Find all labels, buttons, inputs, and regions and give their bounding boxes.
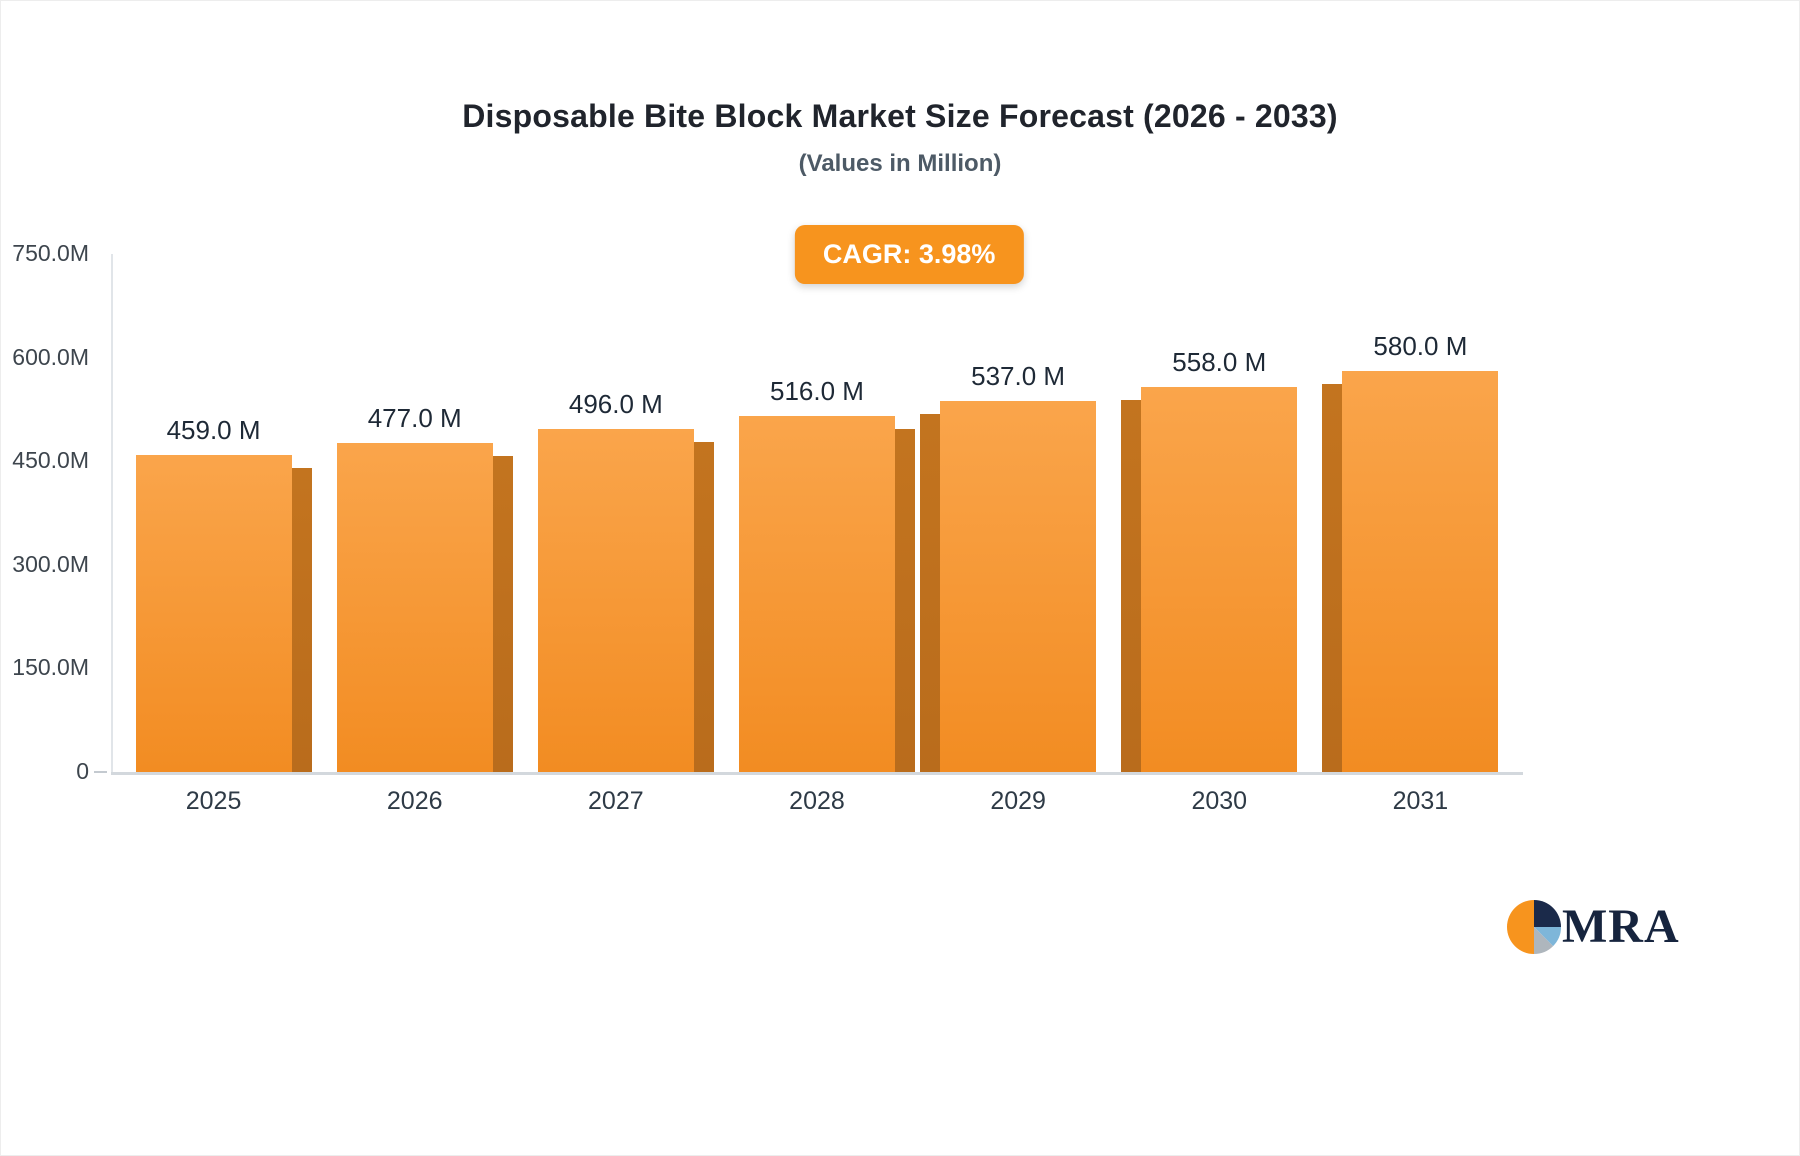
bar-value-label: 537.0 M xyxy=(971,361,1066,391)
y-axis-tick-label: 450.0M xyxy=(12,447,89,474)
bar: 496.0 M xyxy=(537,389,714,772)
bar-3d-side xyxy=(894,429,915,772)
x-axis-tick-label: 2026 xyxy=(386,787,443,815)
logo-pie-icon xyxy=(1507,900,1561,954)
bar-3d-side xyxy=(1121,400,1142,772)
bar: 459.0 M xyxy=(135,415,312,772)
x-axis-tick-label: 2031 xyxy=(1392,787,1449,815)
bar-slot: 459.0 M xyxy=(114,254,314,772)
bar-slot: 558.0 M xyxy=(1119,254,1319,772)
logo-text: MRA xyxy=(1562,900,1680,953)
y-axis-labels: 0 150.0M 300.0M 450.0M 600.0M 750.0M xyxy=(1,1,91,1155)
bar: 477.0 M xyxy=(336,403,513,772)
bar-value-label: 477.0 M xyxy=(367,403,462,433)
bar-slot: 537.0 M xyxy=(918,254,1118,772)
y-axis-tick-label: 600.0M xyxy=(12,343,89,370)
bar-value-label: 496.0 M xyxy=(568,389,663,419)
bar: 516.0 M xyxy=(738,376,915,772)
x-axis-tick-label: 2030 xyxy=(1191,787,1248,815)
cagr-badge: CAGR: 3.98% xyxy=(794,225,1024,284)
bar-3d-side xyxy=(492,456,513,772)
x-axis-labels: 2025 2026 2027 2028 2029 2030 2031 xyxy=(113,787,1521,816)
plot-area: 459.0 M 477.0 M 496.0 M 516.0 M 537.0 M 558.0… xyxy=(113,254,1521,772)
x-axis-line xyxy=(111,772,1523,775)
logo: MRA xyxy=(1507,900,1680,954)
y-axis-tick-label: 300.0M xyxy=(12,550,89,577)
bar-value-label: 558.0 M xyxy=(1172,347,1267,377)
bar: 558.0 M xyxy=(1121,347,1298,772)
bar-value-label: 459.0 M xyxy=(166,415,261,445)
x-axis-tick-label: 2027 xyxy=(588,787,644,815)
chart-title: Disposable Bite Block Market Size Foreca… xyxy=(462,98,1338,134)
bar-value-label: 516.0 M xyxy=(770,376,864,406)
bar-slot: 477.0 M xyxy=(315,254,515,772)
y-axis-tick-label: 750.0M xyxy=(12,240,89,266)
zero-tick-mark xyxy=(94,771,107,773)
bar-3d-side xyxy=(291,468,312,772)
y-axis-line xyxy=(111,254,113,772)
bar-3d-side xyxy=(1322,384,1343,772)
chart-subtitle: (Values in Million) xyxy=(798,150,1002,177)
y-axis-tick-label: 150.0M xyxy=(12,654,89,681)
y-axis-tick-label: 0 xyxy=(76,758,89,784)
bar-3d-side xyxy=(693,442,714,772)
x-axis-tick-label: 2025 xyxy=(185,787,242,815)
bar: 537.0 M xyxy=(920,361,1097,772)
bar-slot: 516.0 M xyxy=(717,254,917,772)
bar-3d-side xyxy=(920,414,941,772)
bar-slot: 496.0 M xyxy=(516,254,716,772)
bar: 580.0 M xyxy=(1322,331,1499,772)
bar-value-label: 580.0 M xyxy=(1373,331,1468,361)
bar-slot: 580.0 M xyxy=(1320,254,1520,772)
x-axis-tick-label: 2028 xyxy=(789,787,845,815)
x-axis-tick-label: 2029 xyxy=(990,787,1046,815)
